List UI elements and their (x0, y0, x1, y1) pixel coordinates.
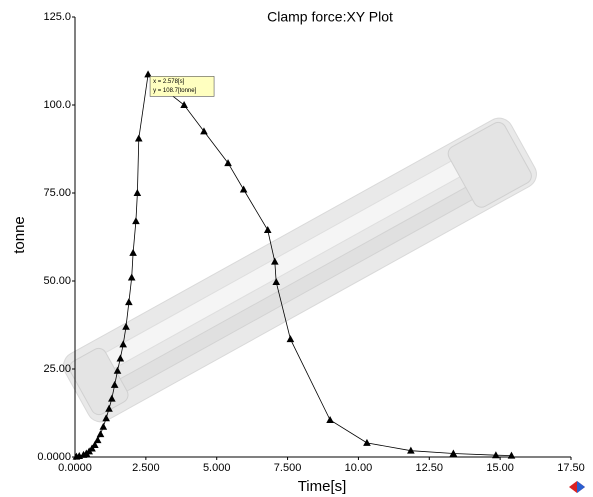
x-tick-label: 2.500 (132, 462, 160, 474)
x-tick-label: 12.50 (416, 462, 444, 474)
data-marker (94, 436, 102, 443)
data-marker (97, 430, 105, 437)
background-part (59, 113, 542, 427)
y-tick-label: 25.00 (43, 363, 71, 375)
data-marker (287, 335, 295, 342)
tooltip-text: y = 108.7[tonne] (153, 88, 197, 94)
data-marker (240, 185, 248, 192)
point-tooltip: x = 2.578[s] y = 108.7[tonne] (150, 76, 214, 96)
data-marker (180, 101, 188, 108)
tooltip-text: x = 2.578[s] (153, 79, 185, 85)
y-tick-label: 75.00 (43, 187, 71, 199)
data-marker (125, 298, 133, 305)
data-marker (264, 226, 272, 233)
x-tick-label: 7.500 (274, 462, 302, 474)
data-marker (134, 189, 142, 196)
y-tick-label: 125.0 (43, 11, 71, 23)
x-tick-label: 5.000 (203, 462, 231, 474)
x-axis-label: Time[s] (298, 478, 347, 495)
x-tick-label: 17.50 (557, 462, 585, 474)
y-tick-label: 50.00 (43, 275, 71, 287)
chart: Clamp force:XY Plot Time[s] tonne 0.0000… (0, 0, 593, 497)
data-marker (128, 273, 136, 280)
data-marker (135, 134, 143, 141)
data-marker (129, 249, 137, 256)
data-marker (100, 423, 108, 430)
data-marker (132, 217, 140, 224)
x-tick-label: 10.00 (345, 462, 373, 474)
data-marker (363, 439, 371, 446)
chart-title: Clamp force:XY Plot (267, 9, 393, 25)
y-axis-label: tonne (11, 216, 28, 254)
data-marker (508, 452, 516, 459)
corner-icon (569, 481, 585, 493)
y-tick-label: 100.0 (43, 99, 71, 111)
x-tick-label: 15.00 (486, 462, 514, 474)
data-marker (326, 416, 334, 423)
x-tick-label: 0.0000 (58, 462, 92, 474)
